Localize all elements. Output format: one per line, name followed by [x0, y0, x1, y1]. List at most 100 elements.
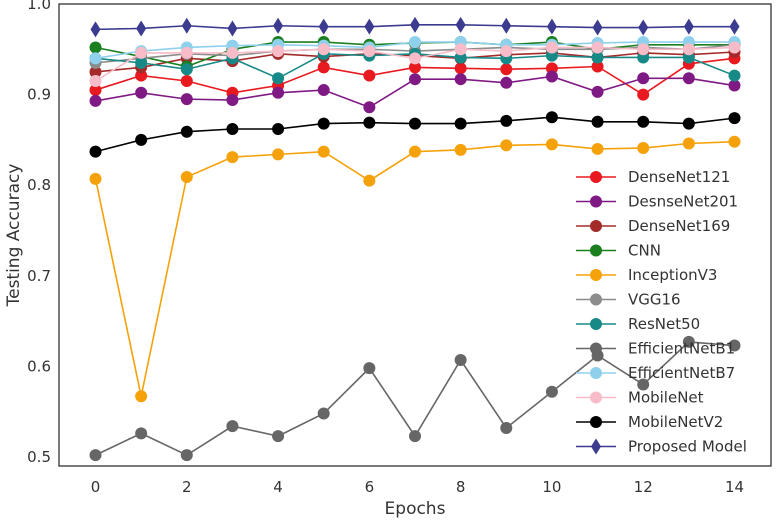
- x-axis-ticks: 0 2 4 6 8 10 12 14: [91, 478, 744, 496]
- series-mobilenet: [89, 41, 741, 87]
- data-point: [682, 137, 695, 150]
- legend: DenseNet121 DesnseNet201 DenseNet169 CNN Inc…: [576, 168, 747, 456]
- data-point: [226, 94, 239, 107]
- data-point: [591, 60, 604, 73]
- data-point-diamond: [546, 18, 557, 35]
- data-point: [728, 112, 741, 125]
- legend-item: ResNet50: [576, 315, 700, 333]
- data-point: [135, 46, 148, 59]
- data-point-diamond: [638, 19, 649, 36]
- data-point: [545, 138, 558, 151]
- legend-marker: [590, 171, 602, 183]
- data-point-diamond: [364, 18, 375, 35]
- data-point: [180, 46, 193, 59]
- legend-marker-diamond: [591, 438, 601, 455]
- legend-item: MobileNet: [576, 389, 704, 407]
- data-point: [545, 70, 558, 83]
- x-tick-label: 8: [456, 478, 466, 496]
- legend-label: DesnseNet201: [628, 193, 738, 211]
- x-tick-label: 10: [542, 478, 561, 496]
- x-tick-label: 2: [182, 478, 192, 496]
- legend-marker: [590, 391, 602, 404]
- data-point: [409, 73, 421, 86]
- legend-item: EfficientNetB1: [576, 340, 735, 358]
- legend-marker: [590, 342, 602, 355]
- data-point: [272, 148, 285, 161]
- data-point: [637, 43, 650, 56]
- data-point: [454, 117, 467, 130]
- legend-item: InceptionV3: [576, 266, 717, 284]
- legend-label: MobileNet: [628, 389, 704, 407]
- data-point: [180, 171, 193, 184]
- data-point: [728, 135, 741, 148]
- data-point: [682, 72, 695, 85]
- data-point: [545, 41, 558, 54]
- y-tick-label: 0.6: [27, 357, 51, 375]
- data-point: [180, 449, 193, 462]
- data-point: [226, 151, 239, 164]
- data-point: [135, 86, 148, 99]
- data-point-diamond: [501, 17, 512, 34]
- data-point-diamond: [181, 17, 192, 34]
- data-point: [89, 84, 102, 97]
- y-tick-label: 0.8: [27, 176, 51, 194]
- legend-item: Proposed Model: [576, 438, 747, 456]
- series-desnsenet201: [89, 70, 741, 114]
- data-point: [409, 117, 421, 130]
- data-point: [89, 145, 102, 158]
- data-point: [272, 123, 285, 136]
- data-point: [637, 142, 650, 155]
- data-point-diamond: [227, 20, 238, 37]
- data-point: [226, 46, 239, 59]
- legend-label: VGG16: [628, 291, 681, 309]
- data-point: [500, 114, 513, 127]
- data-point: [317, 61, 330, 74]
- data-point: [272, 72, 285, 85]
- data-point: [135, 56, 148, 69]
- legend-marker: [590, 318, 602, 330]
- data-point: [545, 385, 558, 398]
- data-point: [500, 76, 513, 89]
- data-point: [728, 69, 741, 82]
- y-axis-ticks: 0.5 0.6 0.7 0.8 0.9 1.0: [27, 0, 51, 466]
- data-point: [272, 430, 285, 443]
- data-point-diamond: [455, 16, 466, 33]
- data-point: [454, 354, 467, 367]
- data-point: [89, 65, 102, 78]
- data-point: [409, 430, 421, 443]
- data-point: [363, 362, 376, 375]
- data-point: [454, 43, 467, 56]
- legend-label: EfficientNetB7: [628, 364, 735, 382]
- data-point: [728, 79, 741, 92]
- data-point: [728, 339, 741, 352]
- data-point: [728, 41, 741, 54]
- x-tick-label: 0: [91, 478, 101, 496]
- data-point: [591, 142, 604, 155]
- legend-label: CNN: [628, 242, 661, 260]
- data-point: [317, 117, 330, 130]
- data-point: [682, 117, 695, 130]
- legend-item: DenseNet121: [576, 168, 730, 186]
- data-point: [637, 72, 650, 85]
- data-point: [317, 84, 330, 97]
- data-point: [226, 420, 239, 433]
- y-axis-label: Testing Accuracy: [4, 164, 24, 308]
- data-point-diamond: [318, 18, 329, 35]
- data-point: [500, 63, 513, 76]
- legend-item: EfficientNetB7: [576, 364, 735, 382]
- data-point-diamond: [683, 18, 694, 35]
- legend-item: DesnseNet201: [576, 193, 738, 211]
- legend-marker: [590, 367, 602, 379]
- legend-marker: [590, 244, 602, 257]
- data-point: [363, 45, 376, 58]
- legend-label: InceptionV3: [628, 266, 717, 284]
- data-point: [545, 111, 558, 124]
- data-point: [135, 427, 148, 440]
- data-point: [317, 407, 330, 420]
- data-point: [591, 41, 604, 54]
- data-point: [89, 75, 102, 87]
- data-point-diamond: [729, 18, 740, 35]
- data-point: [500, 421, 513, 434]
